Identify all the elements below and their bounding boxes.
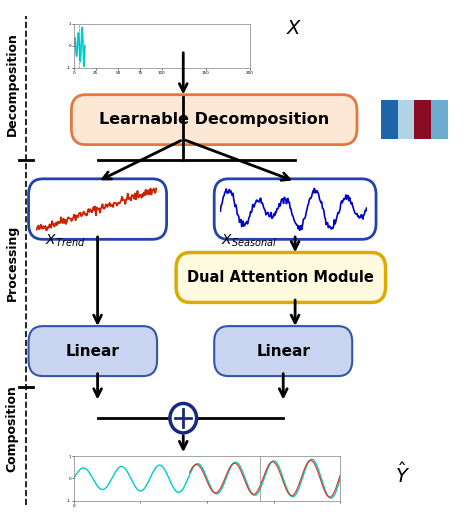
Text: Linear: Linear	[66, 343, 120, 359]
FancyBboxPatch shape	[71, 95, 357, 145]
Text: $X_{Trend}$: $X_{Trend}$	[45, 232, 86, 249]
Text: $\hat{Y}$: $\hat{Y}$	[395, 462, 410, 487]
Text: Processing: Processing	[5, 225, 19, 301]
Text: $X$: $X$	[286, 19, 302, 38]
Text: Linear: Linear	[256, 343, 310, 359]
Text: Dual Attention Module: Dual Attention Module	[188, 270, 374, 285]
FancyBboxPatch shape	[214, 326, 352, 376]
Text: Learnable Decomposition: Learnable Decomposition	[99, 112, 329, 127]
Text: $X_{Seasonal}$: $X_{Seasonal}$	[221, 232, 278, 249]
FancyBboxPatch shape	[29, 326, 157, 376]
FancyBboxPatch shape	[214, 179, 376, 239]
Text: Decomposition: Decomposition	[5, 32, 19, 136]
Text: Composition: Composition	[5, 385, 19, 472]
FancyBboxPatch shape	[176, 252, 386, 302]
Circle shape	[170, 403, 197, 433]
FancyBboxPatch shape	[29, 179, 167, 239]
